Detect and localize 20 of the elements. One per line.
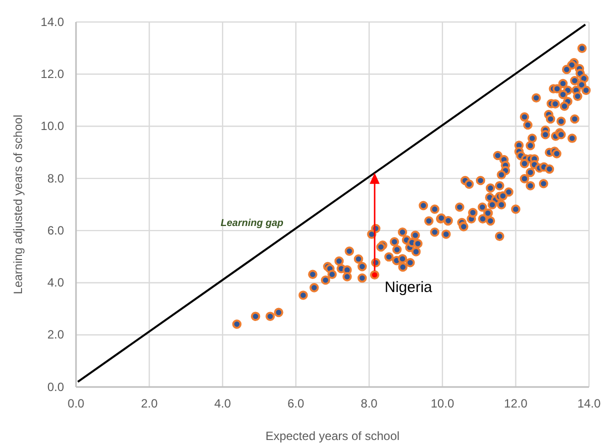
- x-axis-title: Expected years of school: [265, 429, 400, 443]
- y-tick-label: 14.0: [40, 14, 64, 29]
- x-tick-label: 2.0: [140, 396, 158, 411]
- series-label: Nigeria: [384, 278, 433, 296]
- y-tick-label: 6.0: [47, 223, 64, 238]
- x-tick-label: 8.0: [360, 396, 378, 411]
- annotation: Learning gap: [220, 218, 284, 229]
- y-axis-title: Learning adjusted years of school: [11, 114, 25, 294]
- x-tick-label: 6.0: [288, 396, 305, 411]
- y-tick-label: 8.0: [47, 171, 64, 186]
- y-tick-label: 10.0: [40, 119, 64, 134]
- x-tick-label: 0.0: [68, 396, 85, 411]
- x-tick-label: 10.0: [430, 396, 454, 411]
- y-tick-label: 12.0: [40, 66, 64, 81]
- y-tick-label: 4.0: [47, 276, 64, 290]
- x-tick-label: 14.0: [577, 396, 601, 411]
- x-tick-label: 4.0: [214, 396, 232, 411]
- y-tick-label: 0.0: [47, 380, 64, 394]
- x-tick-label: 12.0: [504, 396, 528, 411]
- y-tick-label: 2.0: [47, 328, 64, 342]
